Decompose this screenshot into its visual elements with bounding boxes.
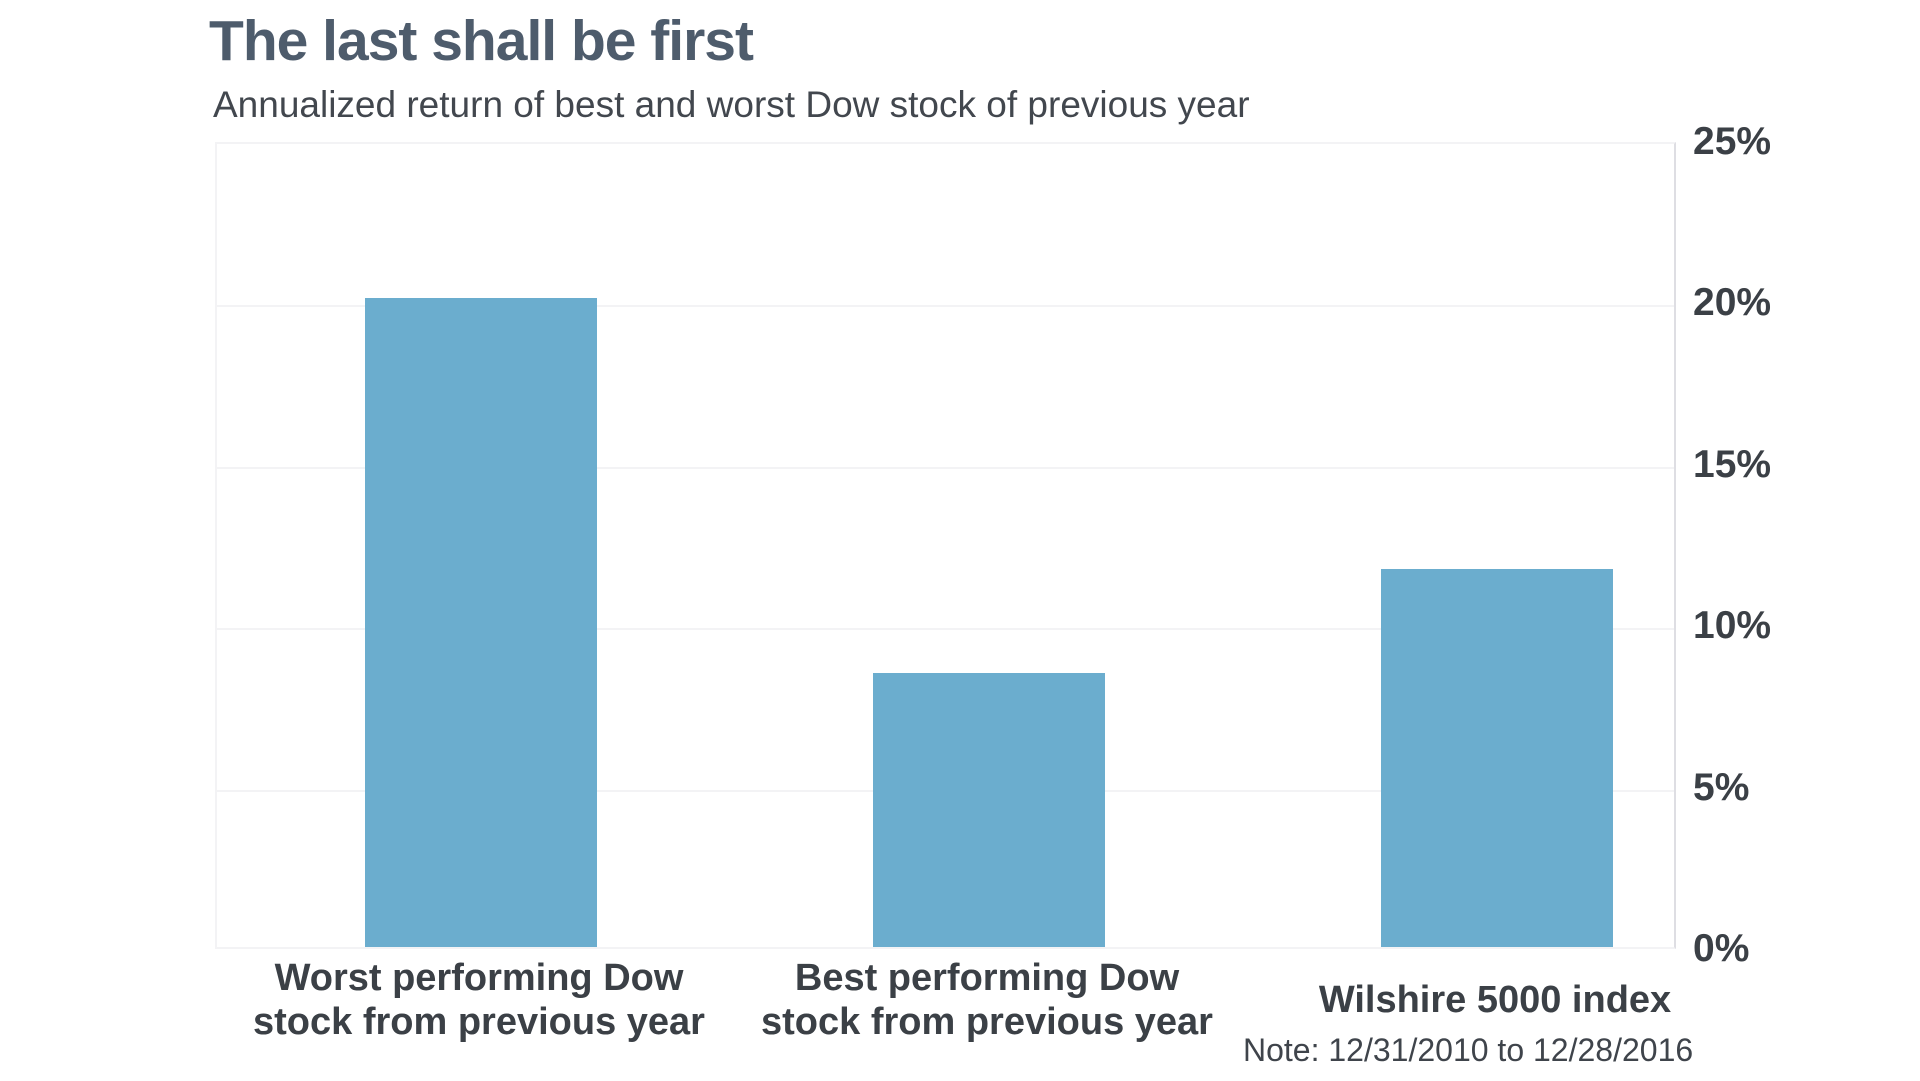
y-tick-label-20%: 20% (1693, 281, 1772, 324)
y-tick-label-25%: 25% (1693, 120, 1772, 163)
y-tick-label-0%: 0% (1693, 927, 1750, 970)
bar-wilshire-5000-index (1381, 569, 1613, 947)
chart-note: Note: 12/31/2010 to 12/28/2016 (1243, 1032, 1694, 1068)
category-label-wilshire-5000-index: Wilshire 5000 index (1318, 978, 1672, 1021)
bar-worst-performing-dow (365, 298, 597, 947)
gridline-10% (217, 628, 1674, 630)
bar-best-performing-dow (873, 673, 1105, 947)
chart-title: The last shall be first (209, 9, 754, 73)
y-tick-label-15%: 15% (1693, 443, 1772, 486)
y-tick-label-5%: 5% (1693, 766, 1750, 809)
y-tick-label-10%: 10% (1693, 604, 1772, 647)
gridline-20% (217, 305, 1674, 307)
category-label-best-performing-dow: Best performing Dow stock from previous … (761, 956, 1213, 1043)
category-label-worst-performing-dow: Worst performing Dow stock from previous… (253, 956, 705, 1043)
plot-area (215, 142, 1676, 949)
chart-subtitle: Annualized return of best and worst Dow … (213, 84, 1250, 125)
gridline-15% (217, 467, 1674, 469)
